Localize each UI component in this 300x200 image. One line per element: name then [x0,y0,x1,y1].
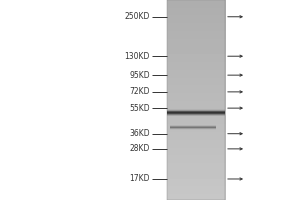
Text: 55KD: 55KD [129,104,150,113]
Bar [167,115,225,116]
Bar [167,112,225,113]
Bar [167,109,225,110]
Text: 28KD: 28KD [130,144,150,153]
Text: 72KD: 72KD [130,87,150,96]
Text: 36KD: 36KD [129,129,150,138]
Bar [167,110,225,111]
Text: 130KD: 130KD [124,52,150,61]
Text: 17KD: 17KD [130,174,150,183]
Text: 95KD: 95KD [129,71,150,80]
Bar [167,113,225,114]
Bar [167,111,225,112]
Text: 250KD: 250KD [124,12,150,21]
Bar [167,0,225,200]
Bar [167,114,225,115]
